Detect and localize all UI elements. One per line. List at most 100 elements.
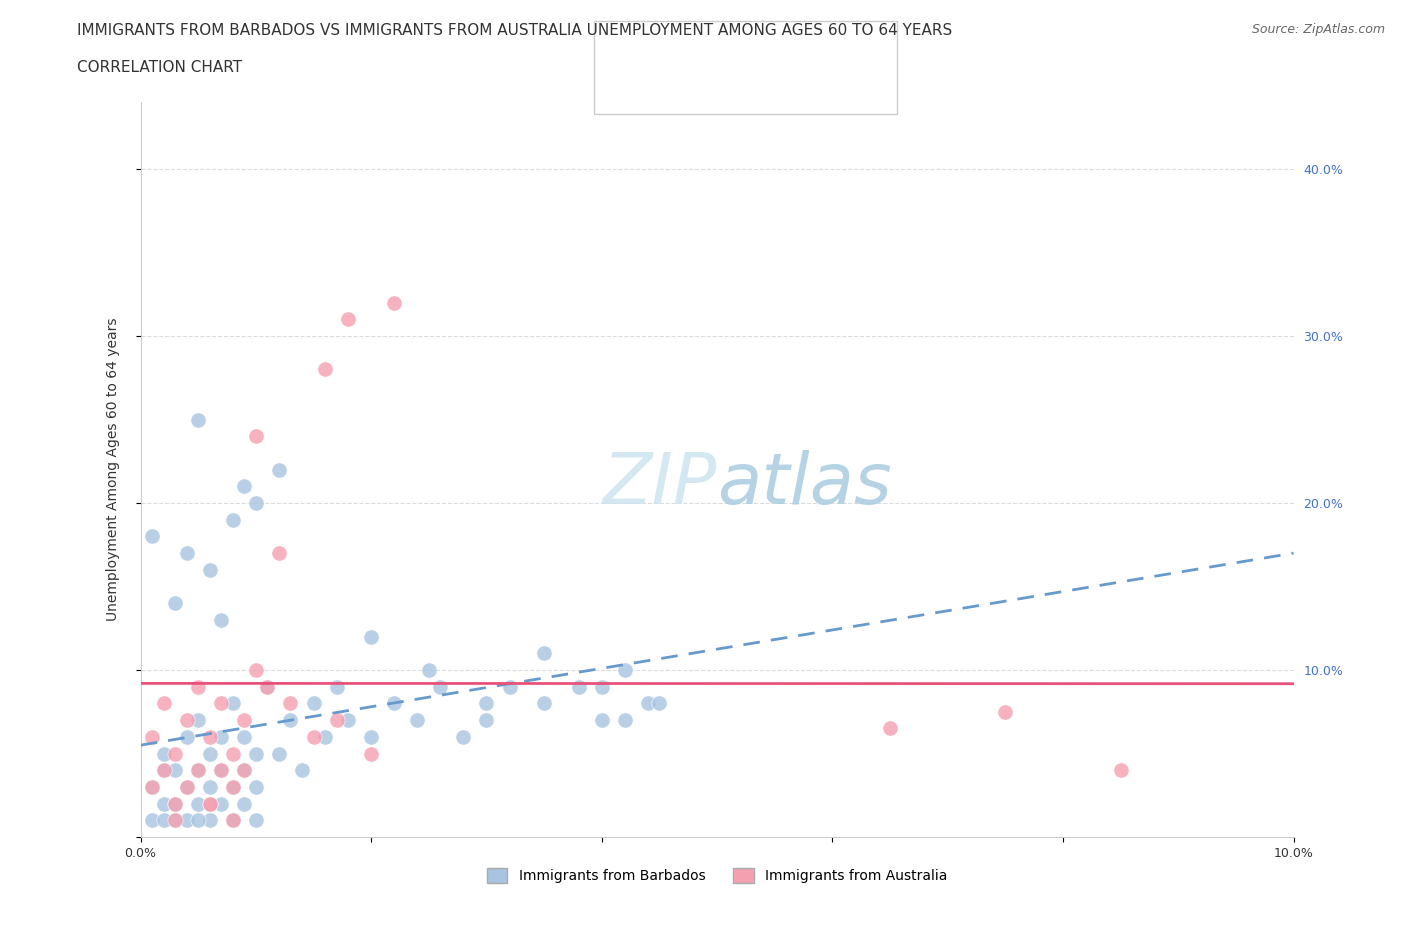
Point <box>165 813 187 828</box>
Point <box>267 546 290 561</box>
Point <box>222 696 245 711</box>
Point <box>165 763 187 777</box>
Point <box>879 721 901 736</box>
Text: IMMIGRANTS FROM BARBADOS VS IMMIGRANTS FROM AUSTRALIA UNEMPLOYMENT AMONG AGES 60: IMMIGRANTS FROM BARBADOS VS IMMIGRANTS F… <box>77 23 953 38</box>
Point <box>613 662 636 677</box>
Point <box>198 813 221 828</box>
Point <box>613 712 636 727</box>
Text: CORRELATION CHART: CORRELATION CHART <box>77 60 242 75</box>
Point <box>267 462 290 477</box>
Point <box>152 696 174 711</box>
Point <box>209 729 232 744</box>
Point <box>245 779 267 794</box>
Point <box>568 679 591 694</box>
Point <box>209 796 232 811</box>
FancyBboxPatch shape <box>593 20 897 114</box>
Point <box>222 512 245 527</box>
Point <box>152 813 174 828</box>
Point <box>141 813 163 828</box>
Point <box>187 796 209 811</box>
Text: ZIP: ZIP <box>603 450 717 519</box>
Point <box>280 696 302 711</box>
Point <box>141 529 163 544</box>
Point <box>141 779 163 794</box>
Point <box>325 679 347 694</box>
Point <box>176 546 198 561</box>
Text: R =: R = <box>652 38 681 53</box>
Point <box>165 796 187 811</box>
Point <box>360 729 382 744</box>
Point <box>222 746 245 761</box>
Point <box>233 763 256 777</box>
Point <box>198 729 221 744</box>
Point <box>256 679 278 694</box>
Point <box>187 679 209 694</box>
Point <box>280 712 302 727</box>
Point <box>498 679 520 694</box>
Y-axis label: Unemployment Among Ages 60 to 64 years: Unemployment Among Ages 60 to 64 years <box>105 318 120 621</box>
Point <box>233 479 256 494</box>
Point <box>267 746 290 761</box>
Point <box>209 763 232 777</box>
Point <box>152 796 174 811</box>
Point <box>233 796 256 811</box>
Point <box>245 496 267 511</box>
Point <box>152 746 174 761</box>
Point <box>291 763 314 777</box>
Point <box>165 746 187 761</box>
Point <box>314 362 336 377</box>
FancyBboxPatch shape <box>603 73 637 104</box>
Point <box>209 696 232 711</box>
Point <box>245 662 267 677</box>
Point <box>222 813 245 828</box>
Point <box>222 779 245 794</box>
FancyBboxPatch shape <box>603 31 637 62</box>
Point <box>591 712 613 727</box>
Point <box>429 679 451 694</box>
Text: N =: N = <box>786 38 814 53</box>
Point <box>187 763 209 777</box>
Text: 0.117: 0.117 <box>720 38 768 53</box>
Point <box>994 704 1017 719</box>
Text: 35: 35 <box>838 80 859 96</box>
Point <box>233 763 256 777</box>
Point <box>245 813 267 828</box>
Text: 72: 72 <box>838 38 859 53</box>
Text: N =: N = <box>786 80 814 96</box>
Point <box>198 746 221 761</box>
Point <box>418 662 440 677</box>
Point <box>187 412 209 427</box>
Point <box>475 712 498 727</box>
Point <box>209 763 232 777</box>
Point <box>187 813 209 828</box>
Point <box>187 712 209 727</box>
Point <box>591 679 613 694</box>
Point <box>141 729 163 744</box>
Point <box>453 729 475 744</box>
Point <box>176 712 198 727</box>
Point <box>337 712 360 727</box>
Point <box>245 429 267 444</box>
Point <box>256 679 278 694</box>
Point <box>337 312 360 326</box>
Text: atlas: atlas <box>717 450 891 519</box>
Legend: Immigrants from Barbados, Immigrants from Australia: Immigrants from Barbados, Immigrants fro… <box>481 863 953 889</box>
Point <box>176 779 198 794</box>
Text: Source: ZipAtlas.com: Source: ZipAtlas.com <box>1251 23 1385 36</box>
Point <box>165 813 187 828</box>
Point <box>152 763 174 777</box>
Point <box>314 729 336 744</box>
Text: R =: R = <box>652 80 681 96</box>
Point <box>302 696 325 711</box>
Point <box>198 779 221 794</box>
Point <box>152 763 174 777</box>
Point <box>198 796 221 811</box>
Point <box>198 563 221 578</box>
Point <box>141 779 163 794</box>
Point <box>176 813 198 828</box>
Point <box>209 613 232 628</box>
Point <box>222 813 245 828</box>
Point <box>176 729 198 744</box>
Point <box>648 696 671 711</box>
Point <box>406 712 429 727</box>
